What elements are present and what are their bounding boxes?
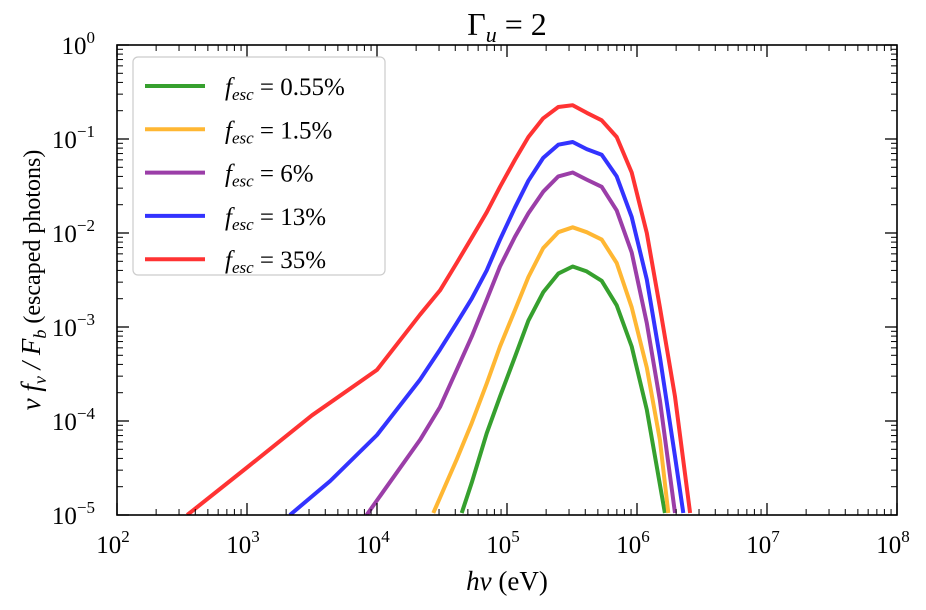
x-tick-label: 107 <box>746 527 780 559</box>
series-line-0 <box>459 264 667 514</box>
y-tick-label: 10−3 <box>52 310 95 342</box>
y-tick-label: 100 <box>62 28 96 60</box>
x-tick-label: 104 <box>356 527 390 559</box>
ticks: 102 103 104 105 106 107 108 10−5 10−4 10−3 10−2 10−… <box>52 28 910 559</box>
x-tick-label: 103 <box>226 527 260 559</box>
series-line-2 <box>364 170 677 515</box>
y-tick-label: 10−1 <box>52 122 95 154</box>
x-tick-label: 105 <box>486 527 520 559</box>
legend-label: fesc = 6% <box>225 161 314 191</box>
y-tick-label: 10−4 <box>52 404 96 436</box>
chart-title: Γu = 2 <box>467 6 547 47</box>
legend-label: fesc = 0.55% <box>225 74 345 104</box>
series-line-3 <box>288 140 686 515</box>
series-line-1 <box>431 225 671 514</box>
y-axis-label: ν fν / Fb (escaped photons) <box>16 150 50 411</box>
legend-label: fesc = 13% <box>225 204 326 234</box>
legend-box <box>132 56 386 276</box>
x-tick-label: 108 <box>876 527 910 559</box>
plot-frame <box>116 44 898 516</box>
legend-label: fesc = 1.5% <box>225 117 332 147</box>
legend: fesc = 0.55% fesc = 1.5% fesc = 6% fesc = 1… <box>132 56 386 277</box>
x-tick-label: 102 <box>96 527 130 559</box>
curves <box>185 103 693 515</box>
x-axis-label: hν (eV) <box>466 566 548 596</box>
y-tick-label: 10−2 <box>52 216 95 248</box>
y-tick-label: 10−5 <box>52 498 95 530</box>
legend-label: fesc = 35% <box>225 247 326 277</box>
series-line-4 <box>185 103 693 515</box>
x-tick-label: 106 <box>616 527 650 559</box>
